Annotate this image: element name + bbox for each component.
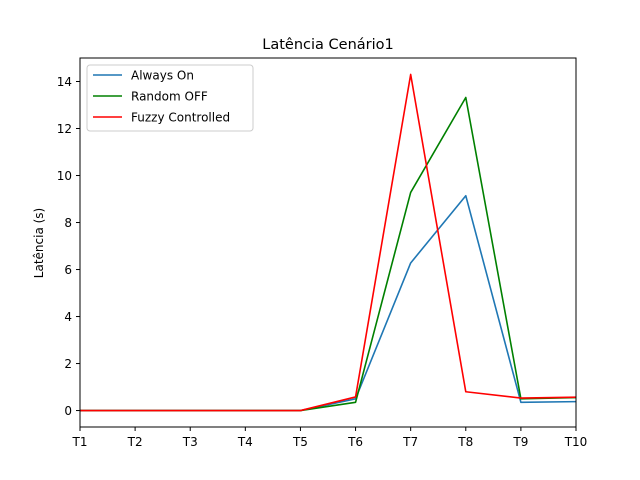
x-tick-label: T6 [347, 435, 363, 449]
series-line-1 [80, 96, 577, 412]
y-tick-label: 12 [57, 122, 72, 136]
series-line-0 [80, 194, 577, 412]
x-tick-label: T4 [237, 435, 253, 449]
y-tick-label: 8 [64, 216, 72, 230]
y-tick-label: 10 [57, 169, 72, 183]
x-tick-label: T8 [457, 435, 473, 449]
x-tick-label: T2 [127, 435, 143, 449]
plot-area: T1 T2 T3 T4 T5 T6 T7 T8 T9 T10 0 2 4 6 8 10 12 14 [57, 57, 588, 449]
chart-title: Latência Cenário1 [262, 37, 393, 53]
x-tick-label: T5 [292, 435, 308, 449]
x-tick-label: T3 [182, 435, 198, 449]
y-tick-label: 6 [64, 263, 72, 277]
legend-label-2: Fuzzy Controlled [131, 111, 230, 125]
y-tick-label: 4 [64, 310, 72, 324]
y-tick-label: 2 [64, 357, 72, 371]
legend-label-1: Random OFF [131, 90, 208, 104]
axes-frame [79, 57, 577, 428]
x-tick-label: T9 [512, 435, 528, 449]
x-tick-label: T1 [72, 435, 88, 449]
y-tick-label: 14 [57, 75, 72, 89]
y-tick-label: 0 [64, 404, 72, 418]
x-tick-label: T10 [564, 435, 588, 449]
y-axis-label: Latência (s) [32, 208, 46, 278]
legend: Always On Random OFF Fuzzy Controlled [86, 64, 254, 132]
x-tick-label: T7 [402, 435, 418, 449]
legend-label-0: Always On [131, 69, 194, 83]
series-line-2 [80, 73, 577, 412]
legend-box [86, 64, 254, 132]
